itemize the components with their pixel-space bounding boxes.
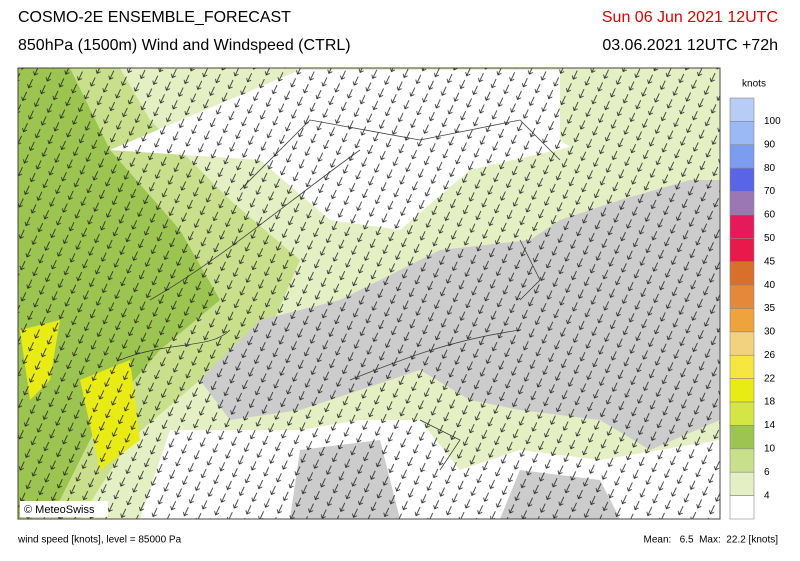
colorbar-box <box>729 97 755 122</box>
map: © MeteoSwiss <box>17 67 721 520</box>
colorbar-box <box>729 448 755 473</box>
colorbar-box <box>729 378 755 403</box>
colorbar-box <box>729 261 755 286</box>
colorbar-box <box>729 167 755 192</box>
colorbar-box <box>729 308 755 333</box>
colorbar-label: 40 <box>764 280 776 291</box>
colorbar-label: 18 <box>764 397 776 408</box>
colorbar-label: 70 <box>764 186 776 197</box>
run-time: 03.06.2021 12UTC +72h <box>602 37 778 54</box>
colorbar-label: 4 <box>764 490 770 501</box>
valid-time: Sun 06 Jun 2021 12UTC <box>602 9 778 26</box>
colorbar-label: 90 <box>764 139 776 150</box>
wind-arrows <box>18 68 720 519</box>
colorbar-label: 30 <box>764 327 776 338</box>
colorbar-box <box>729 495 755 520</box>
title: COSMO-2E ENSEMBLE_FORECAST <box>18 9 291 26</box>
colorbar-box <box>729 144 755 169</box>
colorbar: knots 100 90 80 70 60 50 45 40 35 30 26 22 18 14 10 6 4 <box>729 79 781 520</box>
credit: © MeteoSwiss <box>24 504 95 516</box>
colorbar-unit: knots <box>742 79 766 90</box>
colorbar-label: 60 <box>764 210 776 221</box>
colorbar-box <box>729 425 755 450</box>
colorbar-label: 100 <box>764 116 781 127</box>
colorbar-box <box>729 284 755 309</box>
footer-stats: Mean: 6.5 Max: 22.2 [knots] <box>643 535 778 546</box>
footer-description: wind speed [knots], level = 85000 Pa <box>17 535 182 546</box>
colorbar-label: 50 <box>764 233 776 244</box>
colorbar-box <box>729 401 755 426</box>
colorbar-label: 45 <box>764 256 776 267</box>
colorbar-box <box>729 471 755 496</box>
colorbar-box <box>729 331 755 356</box>
colorbar-label: 10 <box>764 443 776 454</box>
colorbar-box <box>729 191 755 216</box>
colorbar-box <box>729 354 755 379</box>
credit-box <box>20 501 108 517</box>
map-frame <box>17 67 721 520</box>
colorbar-label: 26 <box>764 350 776 361</box>
colorbar-label: 22 <box>764 373 776 384</box>
colorbar-label: 80 <box>764 163 776 174</box>
colorbar-box <box>729 238 755 263</box>
colorbar-label: 6 <box>764 467 770 478</box>
colorbar-label: 14 <box>764 420 776 431</box>
colorbar-box <box>729 121 755 146</box>
colorbar-box <box>729 214 755 239</box>
subtitle: 850hPa (1500m) Wind and Windspeed (CTRL) <box>18 37 351 54</box>
colorbar-label: 35 <box>764 303 776 314</box>
